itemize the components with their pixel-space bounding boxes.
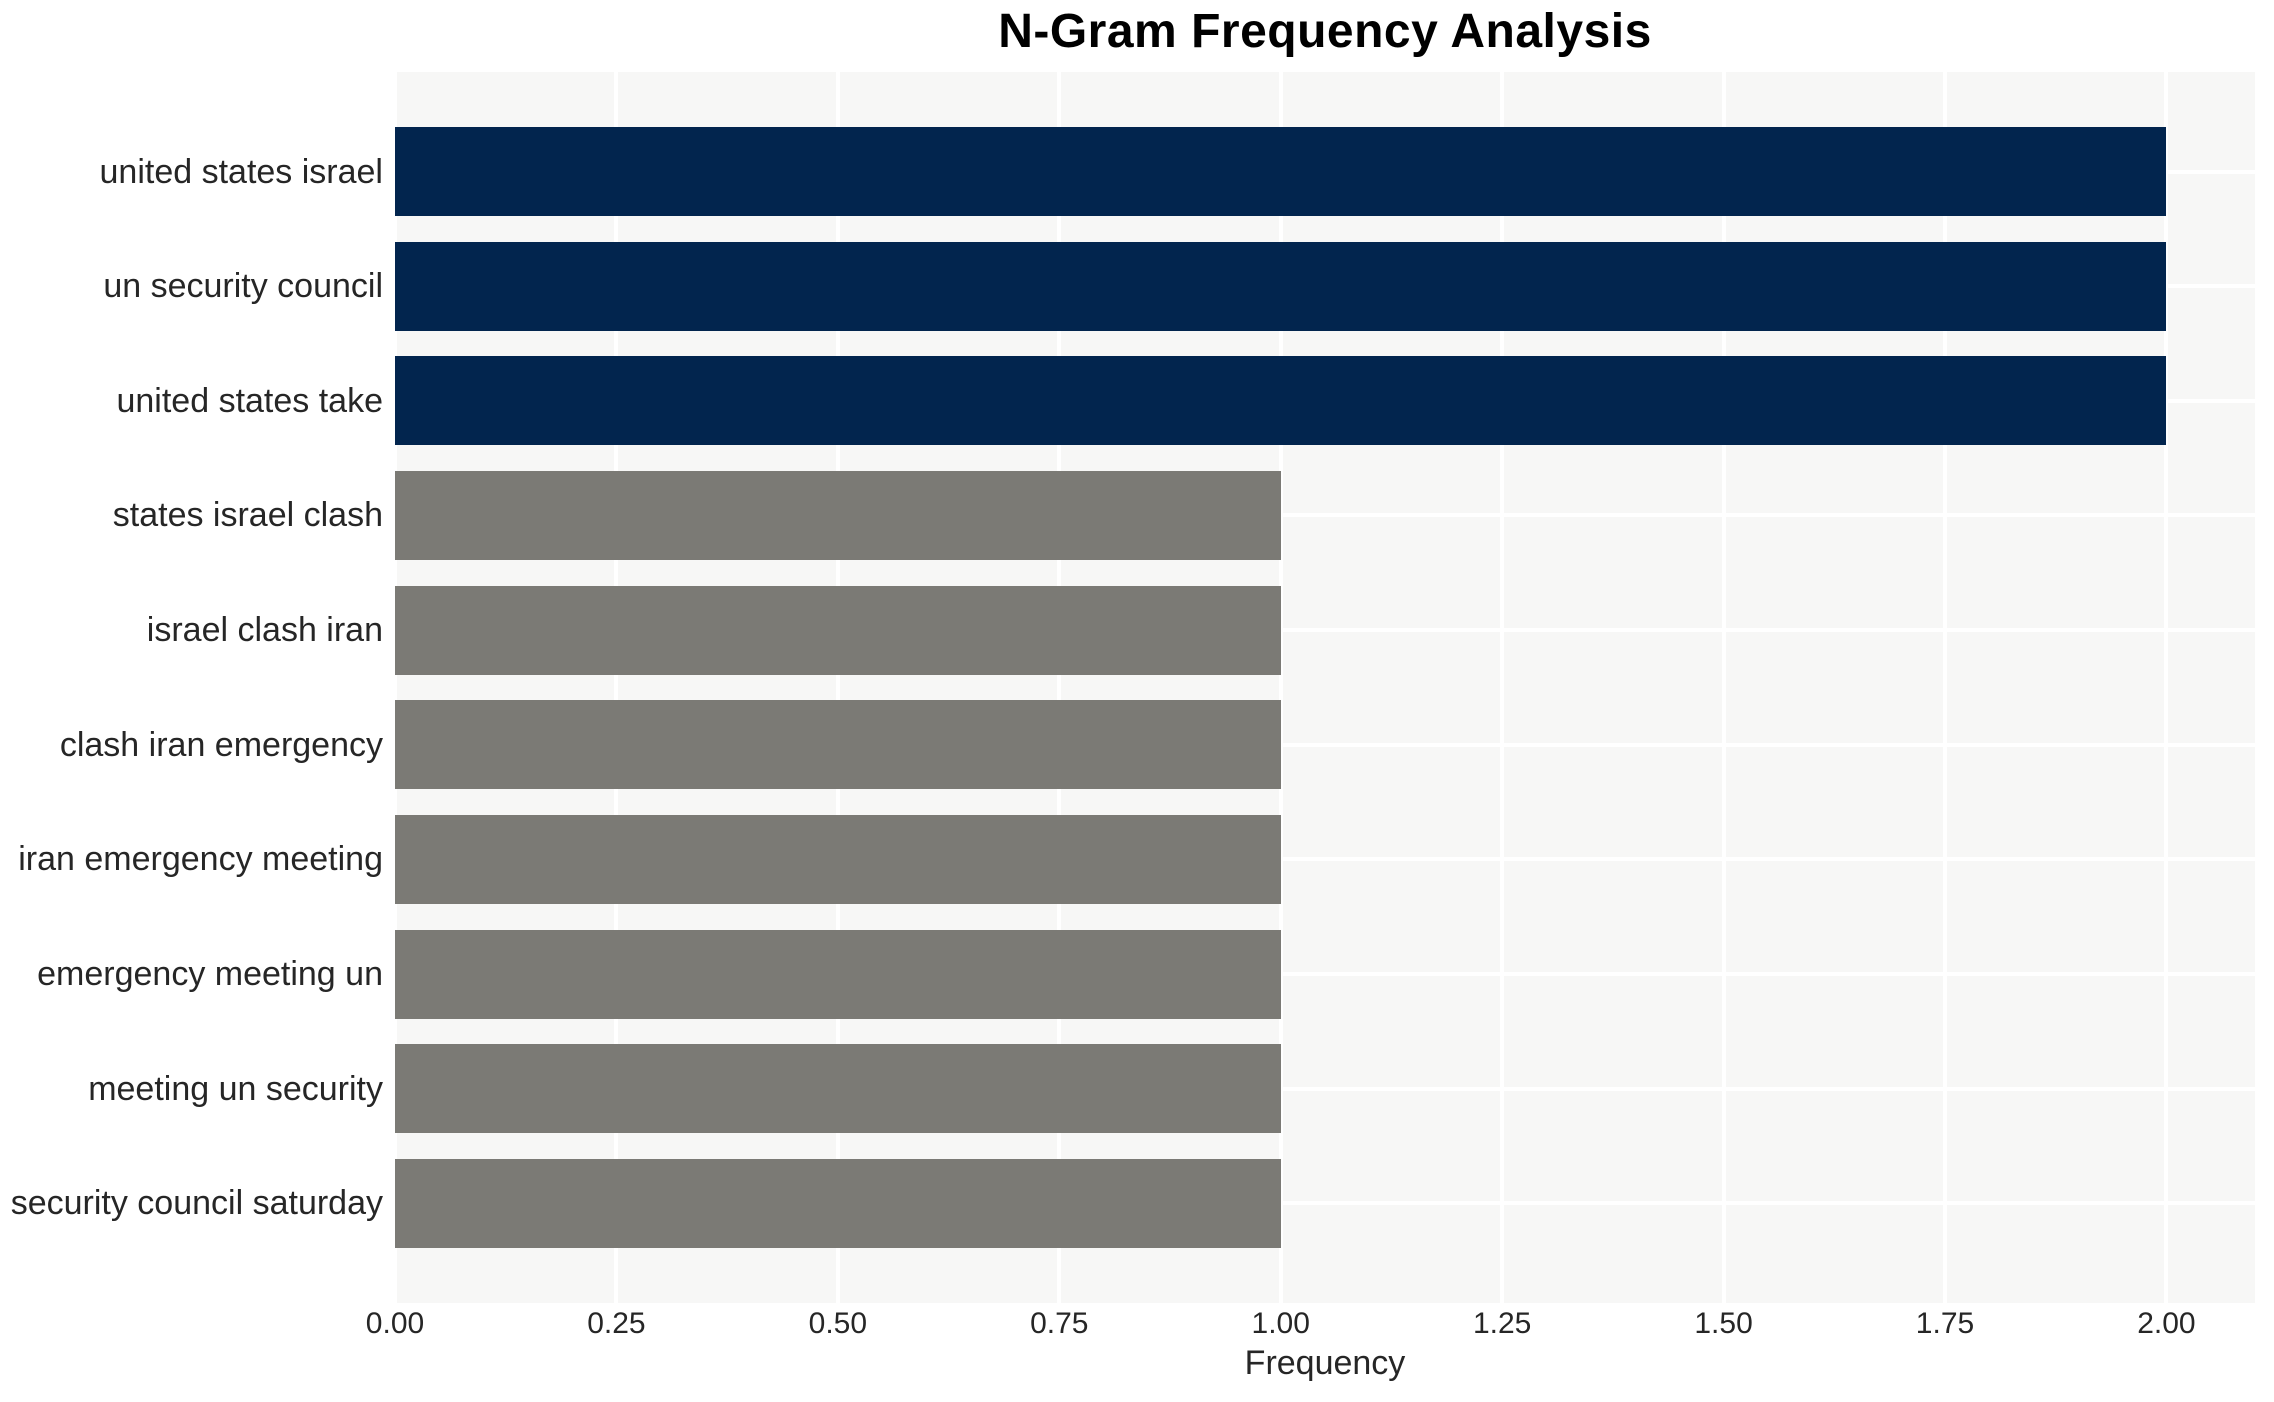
- bar-clash-iran-emergency: [395, 700, 1281, 790]
- vertical-gridline-0.75: [1057, 72, 1062, 1303]
- y-tick-label: un security council: [103, 267, 383, 306]
- horizontal-gridline: [395, 857, 2255, 862]
- horizontal-gridline: [395, 628, 2255, 633]
- x-tick-label: 0.00: [365, 1307, 425, 1340]
- x-tick-label: 0.50: [808, 1307, 868, 1340]
- y-axis-labels: united states israel un security council u…: [0, 0, 383, 1402]
- x-tick-label: 1.75: [1915, 1307, 1975, 1340]
- plot-area: [395, 72, 2255, 1303]
- vertical-gridline-1.00: [1278, 72, 1283, 1303]
- bar-iran-emergency-meeting: [395, 814, 1281, 904]
- x-tick-label: 1.00: [1251, 1307, 1310, 1340]
- y-tick-label: israel clash iran: [146, 611, 383, 650]
- y-tick-label: states israel clash: [112, 496, 383, 535]
- vertical-gridline-2.00: [2164, 72, 2169, 1303]
- x-tick-label: 1.25: [1472, 1307, 1532, 1340]
- bar-security-council-saturday: [395, 1158, 1281, 1248]
- x-tick-label: 2.00: [2137, 1307, 2196, 1340]
- horizontal-gridline: [395, 972, 2255, 977]
- vertical-gridline-0.50: [835, 72, 840, 1303]
- horizontal-gridline: [395, 513, 2255, 518]
- x-tick-label: 1.50: [1694, 1307, 1753, 1340]
- bar-united-states-take: [395, 356, 2167, 446]
- vertical-gridline-0.00: [395, 72, 397, 1303]
- y-tick-label: clash iran emergency: [59, 725, 383, 764]
- bar-un-security-council: [395, 241, 2167, 331]
- y-tick-label: security council saturday: [10, 1184, 383, 1223]
- x-axis-label: Frequency: [1244, 1344, 1406, 1382]
- horizontal-gridline: [395, 1086, 2255, 1091]
- y-tick-label: united states israel: [99, 152, 384, 191]
- x-tick-label: 0.75: [1030, 1307, 1089, 1340]
- vertical-gridline-1.50: [1721, 72, 1726, 1303]
- horizontal-gridline: [395, 1201, 2255, 1206]
- y-tick-label: meeting un security: [88, 1069, 383, 1108]
- y-tick-label: united states take: [116, 381, 383, 420]
- vertical-gridline-1.75: [1943, 72, 1947, 1303]
- y-tick-label: emergency meeting un: [37, 955, 383, 994]
- vertical-gridline-0.25: [614, 72, 619, 1303]
- bar-emergency-meeting-un: [395, 929, 1281, 1019]
- bar-meeting-un-security: [395, 1044, 1281, 1134]
- chart-title: N-Gram Frequency Analysis: [998, 5, 1652, 58]
- y-tick-label: iran emergency meeting: [18, 840, 383, 879]
- horizontal-gridline: [395, 742, 2255, 747]
- bar-states-israel-clash: [395, 470, 1281, 560]
- x-tick-label: 0.25: [587, 1307, 646, 1340]
- bar-israel-clash-iran: [395, 585, 1281, 675]
- vertical-gridline-1.25: [1500, 72, 1505, 1303]
- bar-united-states-israel: [395, 127, 2167, 216]
